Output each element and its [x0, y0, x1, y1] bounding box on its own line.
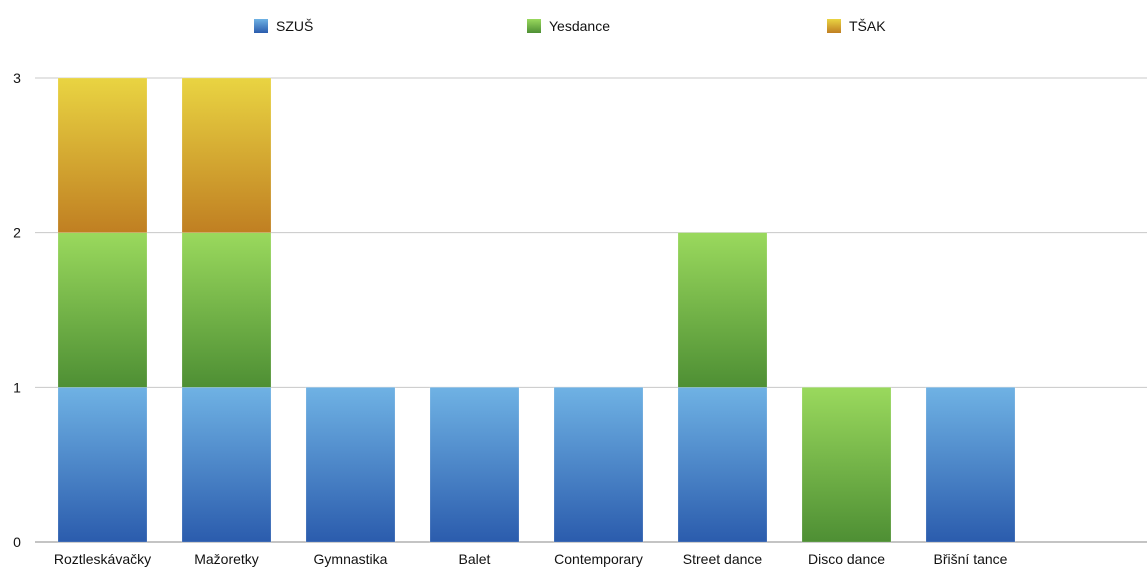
y-tick-label: 2: [13, 225, 21, 241]
legend: SZUŠ Yesdance TŠAK: [254, 18, 886, 34]
legend-label-tsak: TŠAK: [849, 18, 886, 34]
bar-brisni-tance-szus: [925, 387, 1016, 543]
bars: [57, 77, 1016, 543]
x-tick-label: Balet: [459, 551, 491, 567]
bar-mazoretky-yesdance: [181, 232, 272, 388]
x-tick-label: Roztleskávačky: [54, 551, 151, 567]
y-axis-ticks: 0 1 2 3: [13, 70, 21, 550]
legend-swatch-yesdance: [527, 19, 541, 33]
bar-mazoretky-szus: [181, 387, 272, 543]
x-tick-label: Mažoretky: [194, 551, 259, 567]
legend-swatch-szus: [254, 19, 268, 33]
bar-street-dance-szus: [677, 387, 768, 543]
bar-roztleskavacky-tsak: [57, 77, 148, 233]
bar-street-dance-yesdance: [677, 232, 768, 388]
x-tick-label: Street dance: [683, 551, 763, 567]
legend-label-szus: SZUŠ: [276, 18, 313, 34]
y-tick-label: 3: [13, 70, 21, 86]
bar-mazoretky-tsak: [181, 77, 272, 233]
bar-disco-dance-yesdance: [801, 387, 892, 543]
x-tick-label: Břišní tance: [934, 551, 1008, 567]
bar-gymnastika-szus: [305, 387, 396, 543]
x-tick-label: Gymnastika: [314, 551, 388, 567]
bar-roztleskavacky-yesdance: [57, 232, 148, 388]
bar-balet-szus: [429, 387, 520, 543]
x-tick-label: Contemporary: [554, 551, 643, 567]
x-tick-label: Disco dance: [808, 551, 885, 567]
bar-roztleskavacky-szus: [57, 387, 148, 543]
y-tick-label: 0: [13, 534, 21, 550]
y-tick-label: 1: [13, 379, 21, 395]
x-axis-ticks: Roztleskávačky Mažoretky Gymnastika Balet Co…: [54, 551, 1008, 567]
legend-swatch-tsak: [827, 19, 841, 33]
legend-label-yesdance: Yesdance: [549, 18, 610, 34]
bar-contemporary-szus: [553, 387, 644, 543]
